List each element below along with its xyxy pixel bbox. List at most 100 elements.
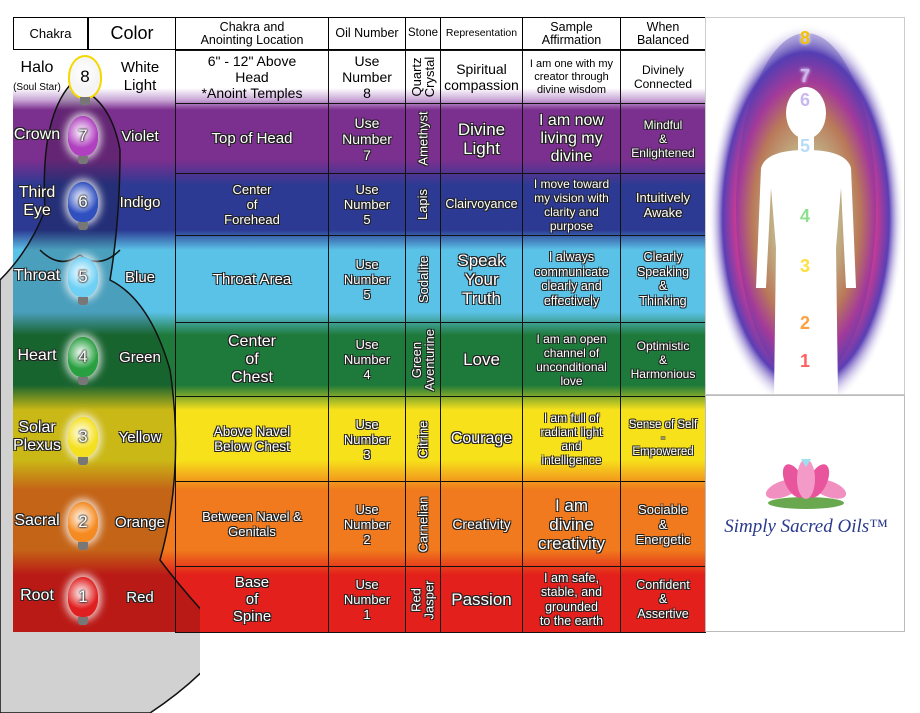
- oil-number-text: Use Number 1: [343, 577, 391, 622]
- affirmation-text: I am one with my creator through divine …: [529, 57, 614, 96]
- cell-location: Throat Area: [175, 235, 329, 323]
- oil-number-text: Use Number 5: [343, 182, 391, 227]
- representation-text: Love: [463, 350, 500, 369]
- location-text: Top of Head: [211, 130, 293, 147]
- cell-stone: Amethyst: [405, 103, 441, 174]
- cell-affirmation: I am an open channel of unconditional lo…: [522, 322, 621, 397]
- chakra-name: Heart: [17, 347, 57, 364]
- aura-chakra-number: 8: [800, 28, 811, 48]
- brand-name: Simply Sacred Oils™: [724, 516, 888, 537]
- location-text: Base of Spine: [232, 574, 272, 625]
- chakra-bulb-icon: 1: [68, 577, 98, 625]
- color-name: Red: [126, 589, 154, 606]
- cell-when-balanced: Confident & Assertive: [620, 566, 706, 633]
- cell-location: Base of Spine: [175, 566, 329, 633]
- affirmation-text: I am now living my divine: [539, 111, 604, 165]
- header-representation: Representation: [440, 17, 523, 50]
- stone-text: Sodalite: [415, 255, 431, 303]
- cell-representation: Divine Light: [440, 103, 523, 174]
- cell-location: Center of Chest: [175, 322, 329, 397]
- chakra-name: Solar Plexus: [12, 418, 62, 454]
- lotus-logo-icon: [765, 459, 847, 509]
- affirmation-text: I am divine creativity: [537, 495, 606, 553]
- chakra-name: Throat: [13, 266, 61, 284]
- when-balanced-text: Confident & Assertive: [636, 577, 690, 621]
- color-name: Indigo: [119, 194, 161, 211]
- cell-affirmation: I move toward my vision with clarity and…: [522, 173, 621, 236]
- cell-when-balanced: Sociable & Energetic: [620, 481, 706, 567]
- location-text: Between Navel & Genitals: [202, 509, 302, 539]
- cell-stone: Green Aventurine: [405, 322, 441, 397]
- aura-chakra-number: 1: [800, 351, 811, 371]
- cell-location: Center of Forehead: [175, 173, 329, 236]
- representation-text: Courage: [450, 430, 513, 447]
- header-affirmation: Sample Affirmation: [522, 17, 621, 50]
- chakra-name: Root: [20, 587, 54, 604]
- location-text: Throat Area: [212, 270, 292, 288]
- oil-number-text: Use Number 7: [342, 114, 392, 163]
- aura-chakra-number: 3: [800, 256, 811, 276]
- aura-chakra-number: 7: [800, 66, 811, 86]
- cell-when-balanced: Clearly Speaking & Thinking: [620, 235, 706, 323]
- cell-location: Between Navel & Genitals: [175, 481, 329, 567]
- color-name: Green: [119, 349, 161, 366]
- stone-text: Red Jasper: [409, 579, 437, 620]
- cell-affirmation: I always communicate clearly and effecti…: [522, 235, 621, 323]
- aura-chakra-number: 5: [800, 136, 811, 156]
- when-balanced-text: Intuitively Awake: [635, 189, 691, 220]
- cell-representation: Passion: [440, 566, 523, 633]
- color-name: Orange: [114, 513, 166, 531]
- cell-location: Above Navel Below Chest: [175, 396, 329, 482]
- cell-oil-number: Use Number 5: [328, 235, 406, 323]
- location-text: Center of Forehead: [224, 182, 280, 227]
- header-oil-number: Oil Number: [328, 17, 406, 50]
- oil-number-text: Use Number 5: [343, 256, 391, 302]
- color-name: Yellow: [118, 428, 162, 446]
- representation-text: Clairvoyance: [445, 197, 518, 212]
- stone-text: Carnelian: [415, 496, 431, 552]
- cell-location: 6" - 12" Above Head *Anoint Temples: [175, 50, 329, 104]
- cell-representation: Courage: [440, 396, 523, 482]
- header-color: Color: [88, 17, 176, 50]
- affirmation-text: I move toward my vision with clarity and…: [533, 176, 610, 233]
- brand-logo-panel: Simply Sacred Oils™: [705, 395, 905, 632]
- chakra-subname: (Soul Star): [13, 81, 61, 93]
- cell-when-balanced: Divinely Connected: [620, 50, 706, 104]
- location-text: Above Navel Below Chest: [213, 423, 291, 455]
- cell-oil-number: Use Number 2: [328, 481, 406, 567]
- oil-number-text: Use Number 4: [343, 337, 391, 382]
- chakra-name: Halo: [20, 58, 54, 76]
- cell-stone: Citrine: [405, 396, 441, 482]
- chakra-bulb-icon: 7: [68, 116, 98, 164]
- stone-text: Lapis: [415, 188, 431, 221]
- location-text: Center of Chest: [227, 332, 277, 386]
- stone-text: Quartz Crystal: [409, 56, 438, 98]
- oil-number-text: Use Number 8: [342, 53, 392, 101]
- oil-number-text: Use Number 2: [343, 501, 391, 547]
- aura-chakra-number: 4: [800, 206, 811, 226]
- aura-body-illustration: 8 7 6 5 4 3 2 1: [705, 17, 905, 395]
- cell-affirmation: I am divine creativity: [522, 481, 621, 567]
- cell-affirmation: I am safe, stable, and grounded to the e…: [522, 566, 621, 633]
- cell-affirmation: I am full of radiant light and intellige…: [522, 396, 621, 482]
- chakra-name: Crown: [13, 126, 61, 143]
- header-location: Chakra and Anointing Location: [175, 17, 329, 50]
- color-name: White Light: [120, 58, 160, 94]
- color-name: Violet: [121, 128, 159, 145]
- chakra-bulb-icon: 6: [68, 182, 98, 230]
- cell-stone: Red Jasper: [405, 566, 441, 633]
- cell-when-balanced: Sense of Self - Empowered: [620, 396, 706, 482]
- aura-chakra-number: 2: [800, 313, 811, 333]
- affirmation-text: I am safe, stable, and grounded to the e…: [539, 570, 604, 629]
- chakra-bulb-icon: 4: [68, 337, 98, 385]
- cell-stone: Lapis: [405, 173, 441, 236]
- oil-number-text: Use Number 3: [343, 416, 391, 462]
- cell-representation: Speak Your Truth: [440, 235, 523, 323]
- cell-oil-number: Use Number 7: [328, 103, 406, 174]
- cell-affirmation: I am one with my creator through divine …: [522, 50, 621, 104]
- stone-text: Amethyst: [415, 111, 431, 166]
- affirmation-text: I am an open channel of unconditional lo…: [536, 331, 607, 388]
- representation-text: Spiritual compassion: [444, 61, 519, 93]
- cell-stone: Carnelian: [405, 481, 441, 567]
- chakra-name: Sacral: [14, 511, 60, 529]
